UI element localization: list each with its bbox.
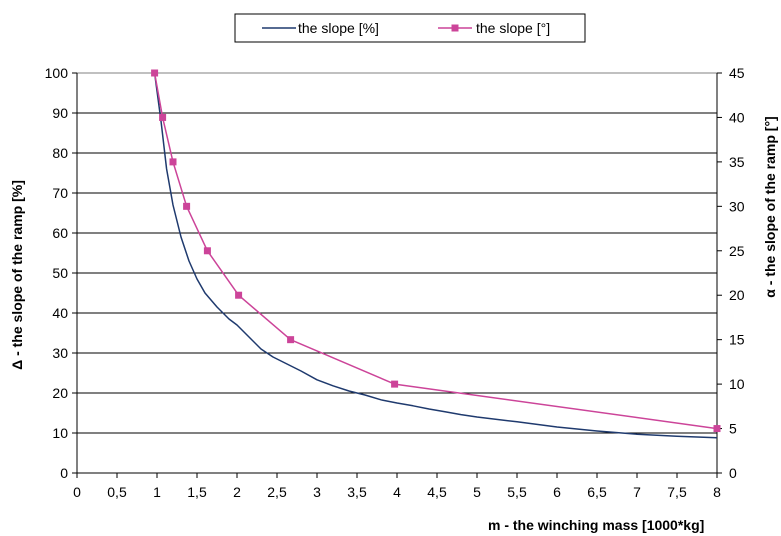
x-tick-label: 3 [313, 484, 321, 500]
y-right-tick-label: 20 [729, 287, 745, 303]
x-tick-label: 7 [633, 484, 641, 500]
x-tick-label: 4 [393, 484, 401, 500]
y-right-tick-label: 0 [729, 465, 737, 481]
y-axis-left: 0 10 20 30 40 50 60 70 80 90 100 [45, 65, 78, 481]
y-left-tick-label: 60 [52, 225, 68, 241]
legend: the slope [%] the slope [°] [234, 13, 586, 43]
y-left-tick-label: 80 [52, 145, 68, 161]
y-left-tick-label: 0 [60, 465, 68, 481]
x-tick-label: 5 [473, 484, 481, 500]
x-tick-label: 6 [553, 484, 561, 500]
y-left-tick-label: 70 [52, 185, 68, 201]
data-point-slope-degree [203, 247, 211, 255]
y-right-tick-label: 30 [729, 198, 745, 214]
y-axis-right-title: α - the slope of the ramp [°] [762, 116, 778, 297]
y-left-tick-label: 10 [52, 425, 68, 441]
y-axis-right: 0 5 10 15 20 25 30 35 40 45 [716, 65, 745, 481]
y-right-tick-label: 45 [729, 65, 745, 81]
y-axis-left-title: Δ - the slope of the ramp [%] [9, 180, 25, 370]
y-left-tick-label: 20 [52, 385, 68, 401]
data-point-slope-degree [235, 291, 243, 299]
data-point-slope-degree [159, 113, 167, 121]
gridlines [77, 72, 717, 434]
x-tick-label: 4,5 [427, 484, 447, 500]
legend-label-slope-degree: the slope [°] [476, 20, 550, 36]
series-layer [151, 69, 721, 439]
x-axis-title: m - the winching mass [1000*kg] [488, 517, 704, 533]
y-right-tick-label: 15 [729, 332, 745, 348]
y-left-tick-label: 90 [52, 105, 68, 121]
x-tick-label: 0 [73, 484, 81, 500]
data-point-slope-degree [183, 202, 191, 210]
data-point-slope-degree [713, 425, 721, 433]
x-tick-label: 2 [233, 484, 241, 500]
data-point-slope-degree [391, 380, 399, 388]
y-right-tick-label: 10 [729, 376, 745, 392]
legend-marker-slope-degree [451, 24, 459, 32]
data-point-slope-degree [151, 69, 159, 77]
x-tick-label: 6,5 [587, 484, 607, 500]
y-right-tick-label: 35 [729, 154, 745, 170]
y-right-tick-label: 25 [729, 243, 745, 259]
y-left-tick-label: 50 [52, 265, 68, 281]
x-tick-label: 7,5 [667, 484, 687, 500]
data-point-slope-degree [169, 158, 177, 166]
x-tick-label: 2,5 [267, 484, 287, 500]
series-line-slope-percent [153, 72, 718, 439]
y-left-tick-label: 40 [52, 305, 68, 321]
series-line-slope-degree [153, 72, 718, 430]
y-right-tick-label: 40 [729, 109, 745, 125]
x-tick-label: 5,5 [507, 484, 527, 500]
data-point-slope-degree [287, 336, 295, 344]
x-tick-label: 8 [713, 484, 721, 500]
legend-label-slope-percent: the slope [%] [298, 20, 379, 36]
x-tick-label: 3,5 [347, 484, 367, 500]
y-left-tick-label: 30 [52, 345, 68, 361]
y-left-tick-label: 100 [45, 65, 69, 81]
x-tick-label: 1 [153, 484, 161, 500]
x-tick-label: 0,5 [107, 484, 127, 500]
y-right-tick-label: 5 [729, 421, 737, 437]
x-tick-label: 1,5 [187, 484, 207, 500]
x-axis: 0 0,5 1 1,5 2 2,5 3 3,5 4 4,5 5 5,5 6 6,5 7 7,5 8 [73, 472, 721, 500]
